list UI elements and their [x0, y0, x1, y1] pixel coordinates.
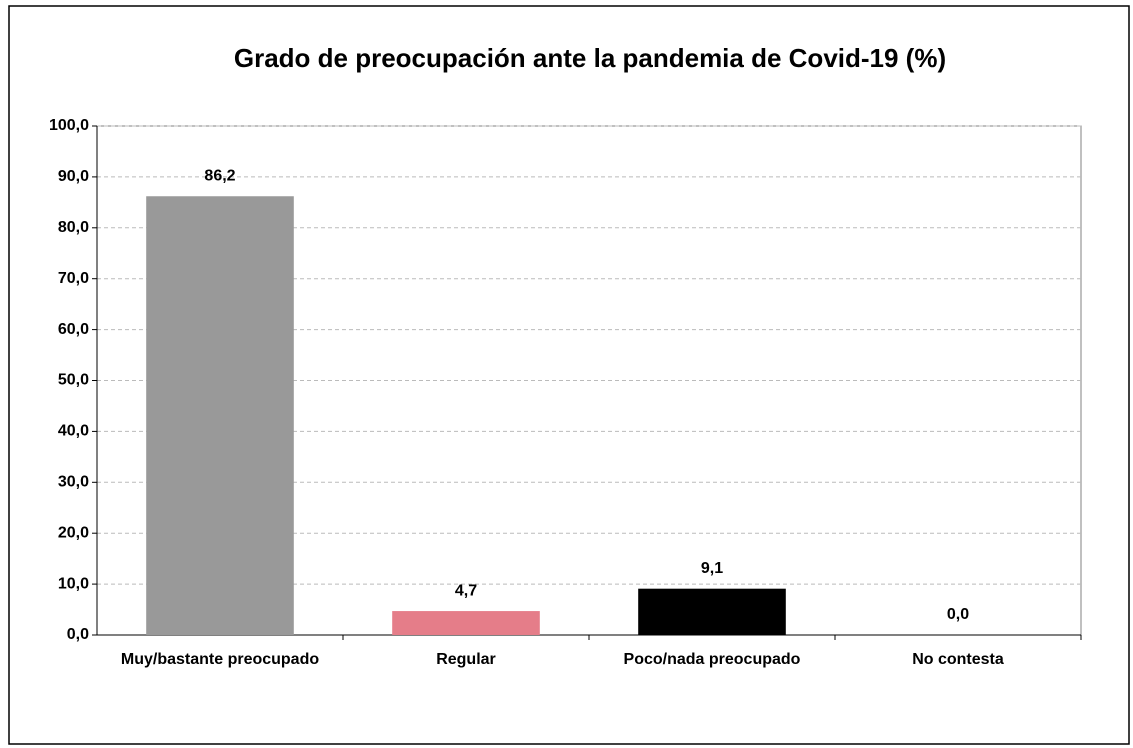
y-tick-label: 90,0	[58, 168, 89, 185]
bar	[638, 588, 786, 635]
chart-title: Grado de preocupación ante la pandemia d…	[234, 43, 946, 73]
y-tick-label: 60,0	[58, 321, 89, 338]
bar	[392, 611, 540, 635]
x-tick-label: No contesta	[912, 651, 1004, 668]
value-label: 9,1	[701, 560, 723, 577]
y-tick-label: 30,0	[58, 474, 89, 491]
y-tick-label: 50,0	[58, 372, 89, 389]
y-tick-label: 100,0	[49, 117, 89, 134]
value-label: 4,7	[455, 582, 477, 599]
x-tick-label: Regular	[436, 651, 496, 668]
x-tick-label: Muy/bastante preocupado	[120, 651, 320, 668]
y-tick-label: 70,0	[58, 270, 89, 287]
x-tick-label: Poco/nada preocupado	[623, 651, 801, 668]
y-tick-label: 10,0	[58, 575, 89, 592]
value-label: 86,2	[204, 167, 235, 184]
y-tick-label: 40,0	[58, 423, 89, 440]
y-tick-label: 80,0	[58, 219, 89, 236]
bar	[146, 196, 294, 635]
y-tick-label: 20,0	[58, 524, 89, 541]
value-label: 0,0	[947, 606, 969, 623]
y-tick-label: 0,0	[67, 626, 89, 643]
